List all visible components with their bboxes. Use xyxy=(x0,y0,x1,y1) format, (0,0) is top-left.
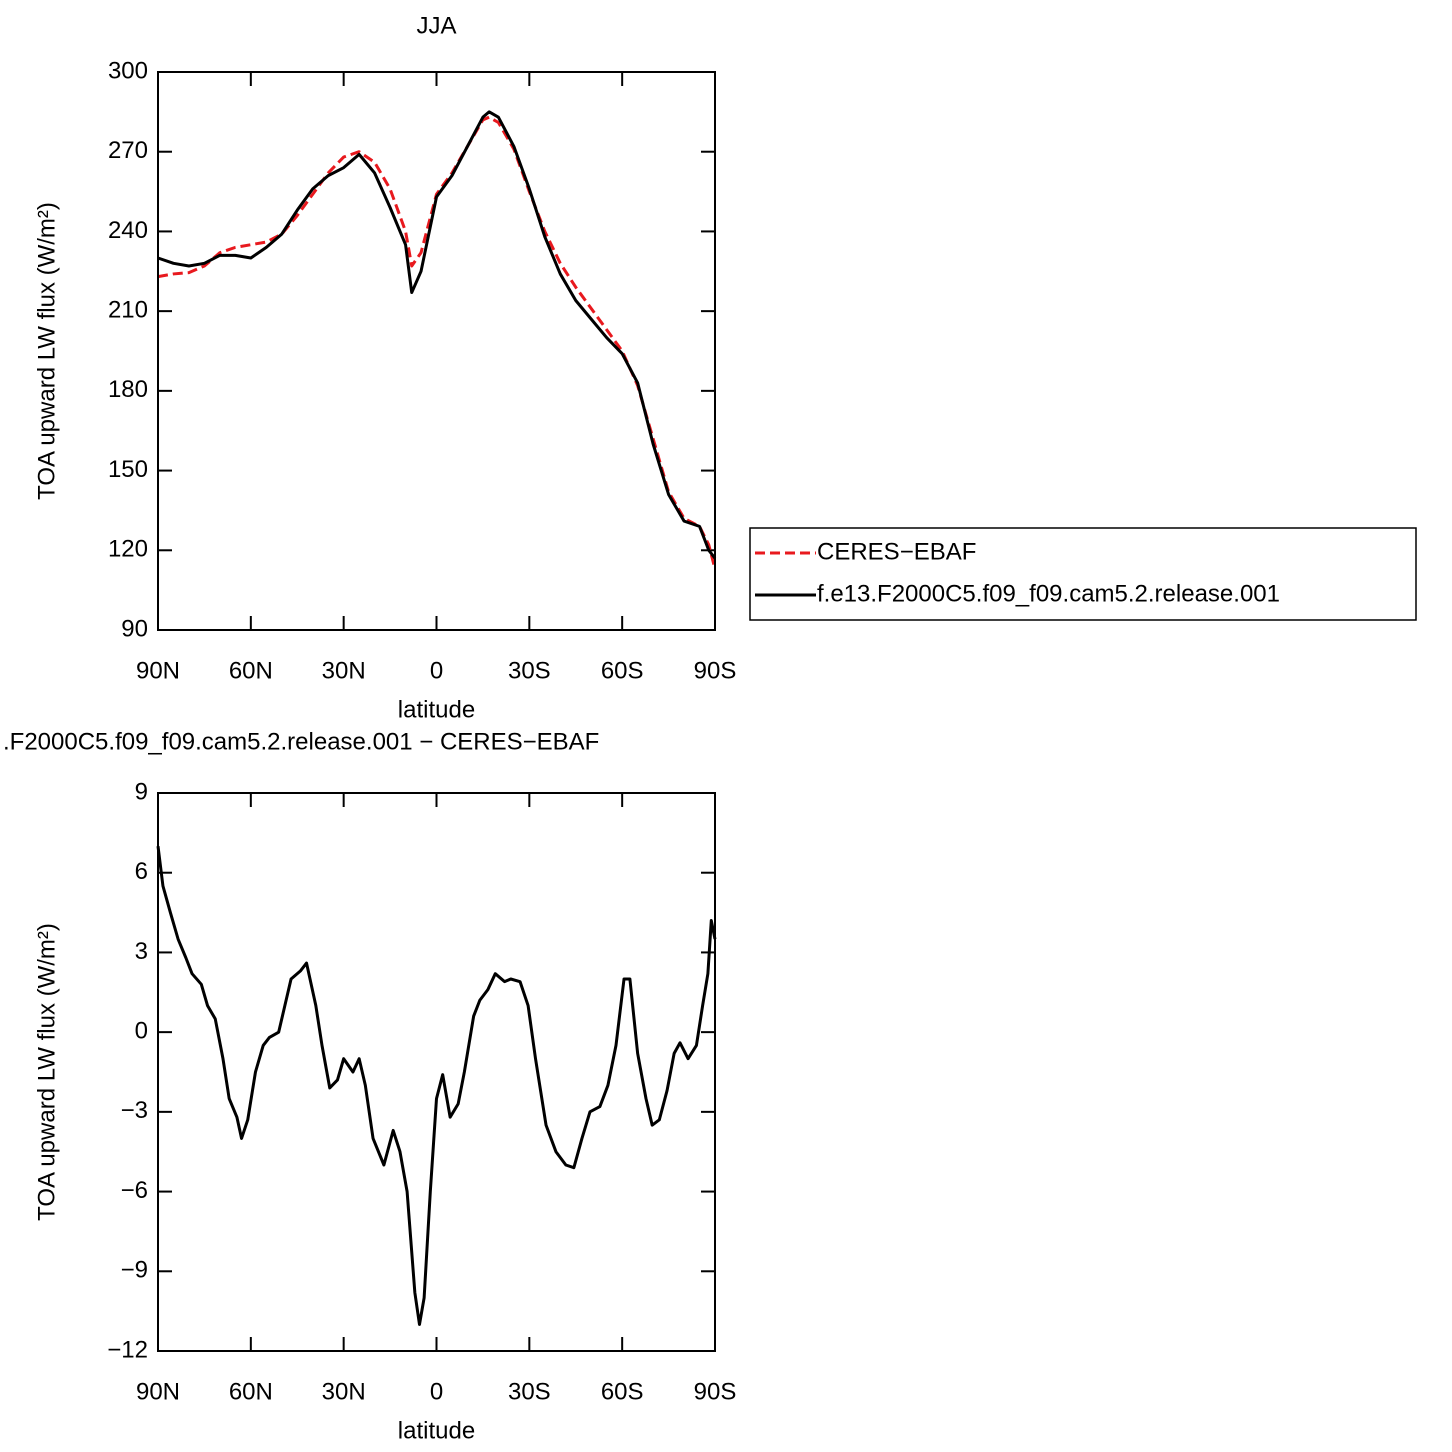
x-tick-label: 60S xyxy=(601,1378,644,1405)
y-tick-label: 240 xyxy=(108,217,148,244)
data-line xyxy=(157,110,717,560)
x-axis-label: latitude xyxy=(398,1417,475,1444)
y-tick-label: 150 xyxy=(108,456,148,483)
data-line xyxy=(156,845,717,1326)
x-tick-label: 90S xyxy=(694,1378,737,1405)
y-tick-label: 90 xyxy=(121,615,148,642)
chart-title: JJA xyxy=(416,12,456,39)
y-tick-label: 3 xyxy=(135,938,148,965)
x-tick-label: 90N xyxy=(136,657,180,684)
x-tick-label: 0 xyxy=(430,1378,443,1405)
y-tick-label: −6 xyxy=(121,1177,148,1204)
y-tick-label: −9 xyxy=(121,1257,148,1284)
y-tick-label: 120 xyxy=(108,536,148,563)
x-tick-label: 60N xyxy=(229,1378,273,1405)
y-axis-label: TOA upward LW flux (W/m²) xyxy=(33,923,60,1221)
x-tick-label: 90N xyxy=(136,1378,180,1405)
legend-label: CERES−EBAF xyxy=(817,538,976,565)
y-axis-label: TOA upward LW flux (W/m²) xyxy=(33,202,60,500)
x-tick-label: 30N xyxy=(322,1378,366,1405)
x-tick-label: 0 xyxy=(430,657,443,684)
y-tick-label: 6 xyxy=(135,858,148,885)
y-tick-label: 210 xyxy=(108,296,148,323)
y-tick-label: 0 xyxy=(135,1017,148,1044)
x-axis-label: latitude xyxy=(398,696,475,723)
plot-frame xyxy=(157,792,716,1352)
y-tick-label: 270 xyxy=(108,137,148,164)
y-tick-label: 9 xyxy=(135,778,148,805)
legend-label: f.e13.F2000C5.f09_f09.cam5.2.release.001 xyxy=(817,580,1280,607)
x-tick-label: 30S xyxy=(508,1378,551,1405)
y-tick-label: −12 xyxy=(107,1336,148,1363)
x-tick-label: 30S xyxy=(508,657,551,684)
x-tick-label: 30N xyxy=(322,657,366,684)
x-tick-label: 60N xyxy=(229,657,273,684)
data-line xyxy=(157,115,717,570)
legend-box xyxy=(749,527,1417,621)
y-tick-label: −3 xyxy=(121,1097,148,1124)
y-tick-label: 180 xyxy=(108,376,148,403)
plot-frame xyxy=(157,71,716,631)
x-tick-label: 90S xyxy=(694,657,737,684)
x-tick-label: 60S xyxy=(601,657,644,684)
y-tick-label: 300 xyxy=(108,57,148,84)
chart-title: .F2000C5.f09_f09.cam5.2.release.001 − CE… xyxy=(3,728,599,755)
